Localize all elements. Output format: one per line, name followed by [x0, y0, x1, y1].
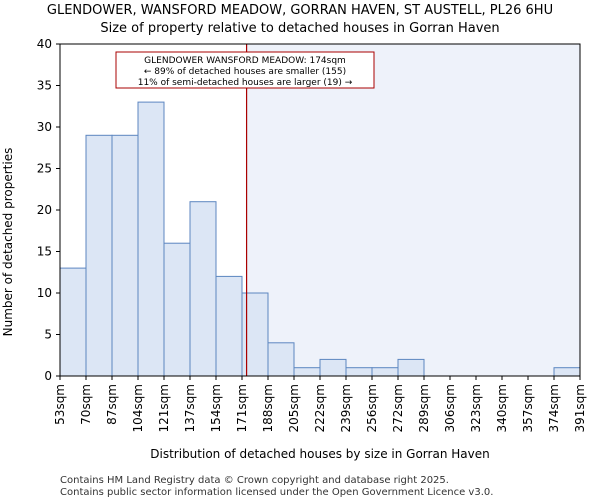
x-ticks-group: 53sqm 70sqm 87sqm 104sqm 121sqm 137sqm 154sqm 1… — [53, 376, 587, 432]
bars-group — [59, 101, 581, 377]
annotation-box-frame — [115, 51, 375, 89]
x-tick-label: 289sqm — [417, 384, 431, 432]
x-tick-label: 323sqm — [469, 384, 483, 432]
chart-subtitle: Size of property relative to detached ho… — [100, 21, 499, 36]
bar — [59, 267, 87, 377]
bar — [163, 242, 191, 377]
y-tick-label: 10 — [37, 286, 52, 300]
y-tick-label: 35 — [37, 79, 52, 93]
x-tick-label: 87sqm — [105, 384, 119, 425]
annotation-line-3: 11% of semi-detached houses are larger (… — [138, 78, 353, 88]
y-tick-label: 0 — [44, 369, 52, 383]
y-axis-label: Number of detached properties — [1, 148, 15, 337]
footer-line-2: Contains public sector information licen… — [60, 487, 493, 498]
y-tick-label: 20 — [37, 203, 52, 217]
x-tick-label: 374sqm — [547, 384, 561, 432]
x-tick-label: 70sqm — [79, 384, 93, 425]
bar — [293, 367, 321, 377]
x-tick-label: 256sqm — [365, 384, 379, 432]
bar — [111, 134, 139, 377]
y-ticks-group: 0 5 10 15 20 25 30 35 40 — [37, 37, 60, 383]
bar — [137, 101, 165, 377]
x-tick-label: 340sqm — [495, 384, 509, 432]
bar — [553, 367, 581, 377]
footer-line-1: Contains HM Land Registry data © Crown c… — [60, 475, 449, 486]
highlight-region — [246, 44, 580, 376]
annotation-box: GLENDOWER WANSFORD MEADOW: 174sqm ← 89% … — [115, 51, 375, 89]
bar — [241, 292, 269, 377]
x-axis-label: Distribution of detached houses by size … — [150, 447, 489, 461]
bar — [345, 367, 373, 377]
x-tick-label: 171sqm — [235, 384, 249, 432]
x-tick-label: 239sqm — [339, 384, 353, 432]
x-tick-label: 104sqm — [131, 384, 145, 432]
x-tick-label: 306sqm — [443, 384, 457, 432]
annotation-line-2: ← 89% of detached houses are smaller (15… — [144, 67, 346, 77]
bar — [267, 342, 295, 377]
x-tick-label: 137sqm — [183, 384, 197, 432]
y-tick-label: 15 — [37, 245, 52, 259]
bar — [215, 275, 243, 377]
bar — [85, 134, 113, 377]
chart-title: GLENDOWER, WANSFORD MEADOW, GORRAN HAVEN… — [47, 3, 553, 18]
x-tick-label: 121sqm — [157, 384, 171, 432]
x-tick-label: 357sqm — [521, 384, 535, 432]
annotation-line-1: GLENDOWER WANSFORD MEADOW: 174sqm — [144, 56, 346, 66]
x-tick-label: 53sqm — [53, 384, 67, 425]
y-tick-label: 30 — [37, 120, 52, 134]
bar — [319, 358, 347, 377]
y-tick-label: 40 — [37, 37, 52, 51]
x-tick-label: 205sqm — [287, 384, 301, 432]
x-tick-label: 272sqm — [391, 384, 405, 432]
x-tick-label: 222sqm — [313, 384, 327, 432]
x-tick-label: 188sqm — [261, 384, 275, 432]
x-tick-label: 391sqm — [573, 384, 587, 432]
bar — [371, 367, 399, 377]
bar — [397, 358, 425, 377]
bar — [189, 201, 217, 377]
y-tick-label: 5 — [44, 328, 52, 342]
x-tick-label: 154sqm — [209, 384, 223, 432]
y-tick-label: 25 — [37, 162, 52, 176]
